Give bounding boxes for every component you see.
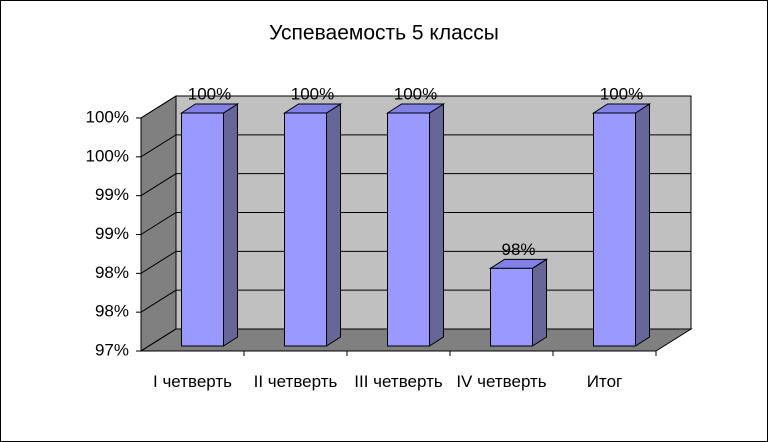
- y-tick-label: 100%: [86, 107, 129, 126]
- grid-line: [140, 95, 691, 119]
- x-tick-label: I четверть: [153, 372, 232, 391]
- y-tick-label: 97%: [95, 340, 129, 359]
- y-tick-label: 100%: [86, 146, 129, 165]
- grid-line: [140, 173, 691, 197]
- bar-side: [635, 103, 650, 347]
- grid-line: [140, 134, 691, 158]
- y-tick-label: 99%: [95, 185, 129, 204]
- data-label: 98%: [501, 240, 535, 259]
- data-label: 100%: [394, 84, 437, 103]
- bar: [181, 112, 224, 347]
- x-tick-label: II четверть: [253, 372, 338, 391]
- bar-side: [429, 103, 444, 347]
- bar: [593, 112, 636, 347]
- bar: [387, 112, 430, 347]
- y-tick-label: 98%: [95, 302, 129, 321]
- x-tick-label: IV четверть: [456, 372, 547, 391]
- y-tick-label: 98%: [95, 263, 129, 282]
- bar: [490, 267, 533, 347]
- bar-side: [532, 258, 547, 347]
- data-label: 100%: [188, 84, 231, 103]
- data-label: 100%: [291, 84, 334, 103]
- x-tick-label: Итог: [586, 372, 623, 391]
- grid-line: [140, 212, 691, 235]
- data-label: 100%: [600, 84, 643, 103]
- grid-line: [140, 250, 691, 274]
- x-tick-label: III четверть: [354, 372, 443, 391]
- bar-side: [326, 103, 341, 347]
- bar-side: [223, 103, 238, 347]
- bar: [284, 112, 327, 347]
- y-tick-label: 99%: [95, 224, 129, 243]
- chart-title: Успеваемость 5 классы: [269, 22, 499, 45]
